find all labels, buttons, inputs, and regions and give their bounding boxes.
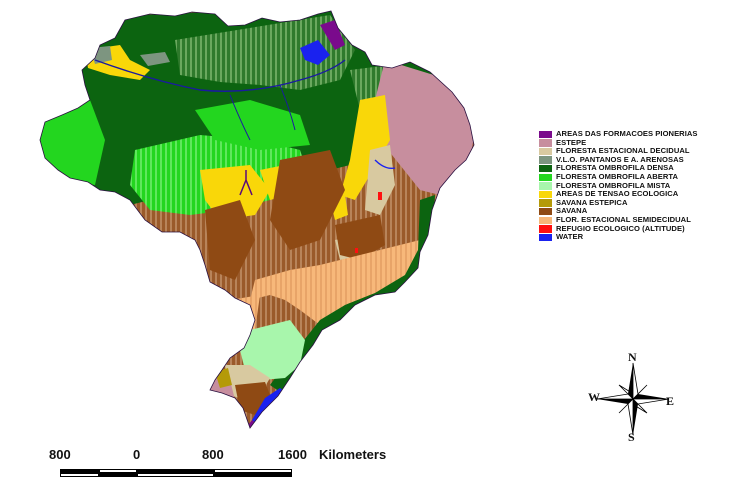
scale-segment (214, 469, 292, 473)
scale-segment (60, 469, 99, 473)
legend-label: FLOR. ESTACIONAL SEMIDECIDUAL (556, 214, 691, 224)
legend-swatch (539, 190, 552, 199)
legend-item-pioneiras: AREAS DAS FORMACOES PIONERIAS (539, 129, 698, 139)
scale-tick-label: 800 (202, 447, 224, 462)
legend-label: SAVANA ESTEPICA (556, 197, 628, 207)
scale-tick-label: 800 (49, 447, 71, 462)
scale-segment (137, 473, 214, 477)
legend-label: AREAS DE TENSAO ECOLOGICA (556, 189, 679, 199)
compass-star-icon (596, 362, 670, 436)
legend-label: ESTEPE (556, 137, 587, 147)
legend-label: REFUGIO ECOLOGICO (ALTITUDE) (556, 223, 685, 233)
legend-swatch (539, 233, 552, 242)
compass-east-label: E (666, 394, 675, 408)
scale-bar: 800 0 800 1600 Kilometers (30, 445, 430, 480)
scale-segment (214, 473, 292, 477)
compass-south-label: S (628, 430, 635, 444)
legend-item-pantanos: V.L.O. PANTANOS E A. ARENOSAS (539, 154, 698, 165)
scale-segment (60, 473, 99, 477)
legend-swatch (539, 225, 552, 233)
legend-item-refugio: REFUGIO ECOLOGICO (ALTITUDE) (539, 223, 698, 234)
legend-swatch (539, 207, 552, 216)
legend-item-densa: FLORESTA OMBROFILA DENSA (539, 164, 698, 173)
legend-item-mista: FLORESTA OMBROFILA MISTA (539, 180, 698, 191)
legend-item-decidual: FLORESTA ESTACIONAL DECIDUAL (539, 147, 698, 156)
compass-north-label: N (628, 350, 637, 364)
legend-swatch (539, 164, 552, 173)
scale-unit-label: Kilometers (319, 447, 387, 462)
legend-swatch (539, 139, 552, 147)
compass-rose: N W E S (582, 348, 688, 444)
scale-tick-label: 1600 (278, 447, 307, 462)
legend-label: SAVANA (556, 206, 588, 216)
scale-segment (99, 469, 137, 473)
legend-swatch (539, 173, 552, 181)
legend-label: FLORESTA OMBROFILA ABERTA (556, 171, 679, 181)
legend-item-tensao: AREAS DE TENSAO ECOLOGICA (539, 190, 698, 199)
scale-segment (137, 469, 214, 473)
legend-swatch (539, 199, 552, 207)
legend-item-savana: SAVANA (539, 207, 698, 216)
compass-west-label: W (588, 390, 600, 404)
map-legend: AREAS DAS FORMACOES PIONERIAS ESTEPE FLO… (539, 129, 698, 242)
legend-item-aberta: FLORESTA OMBROFILA ABERTA (539, 171, 698, 182)
legend-item-estepica: SAVANA ESTEPICA (539, 197, 698, 208)
legend-item-estepe: ESTEPE (539, 137, 698, 148)
legend-label: FLORESTA OMBROFILA DENSA (556, 163, 674, 173)
legend-swatch (539, 182, 552, 190)
legend-swatch (539, 156, 552, 164)
legend-label: AREAS DAS FORMACOES PIONERIAS (556, 129, 698, 138)
legend-swatch (539, 130, 552, 138)
legend-label: FLORESTA OMBROFILA MISTA (556, 180, 671, 190)
legend-label: V.L.O. PANTANOS E A. ARENOSAS (556, 154, 684, 164)
legend-swatch (539, 216, 552, 224)
legend-label: WATER (556, 232, 584, 242)
scale-tick-label: 0 (133, 447, 141, 462)
scale-segment (99, 473, 137, 477)
legend-item-semidecidual: FLOR. ESTACIONAL SEMIDECIDUAL (539, 214, 698, 225)
legend-swatch (539, 147, 552, 156)
legend-item-water: WATER (539, 233, 698, 242)
legend-label: FLORESTA ESTACIONAL DECIDUAL (556, 146, 690, 156)
